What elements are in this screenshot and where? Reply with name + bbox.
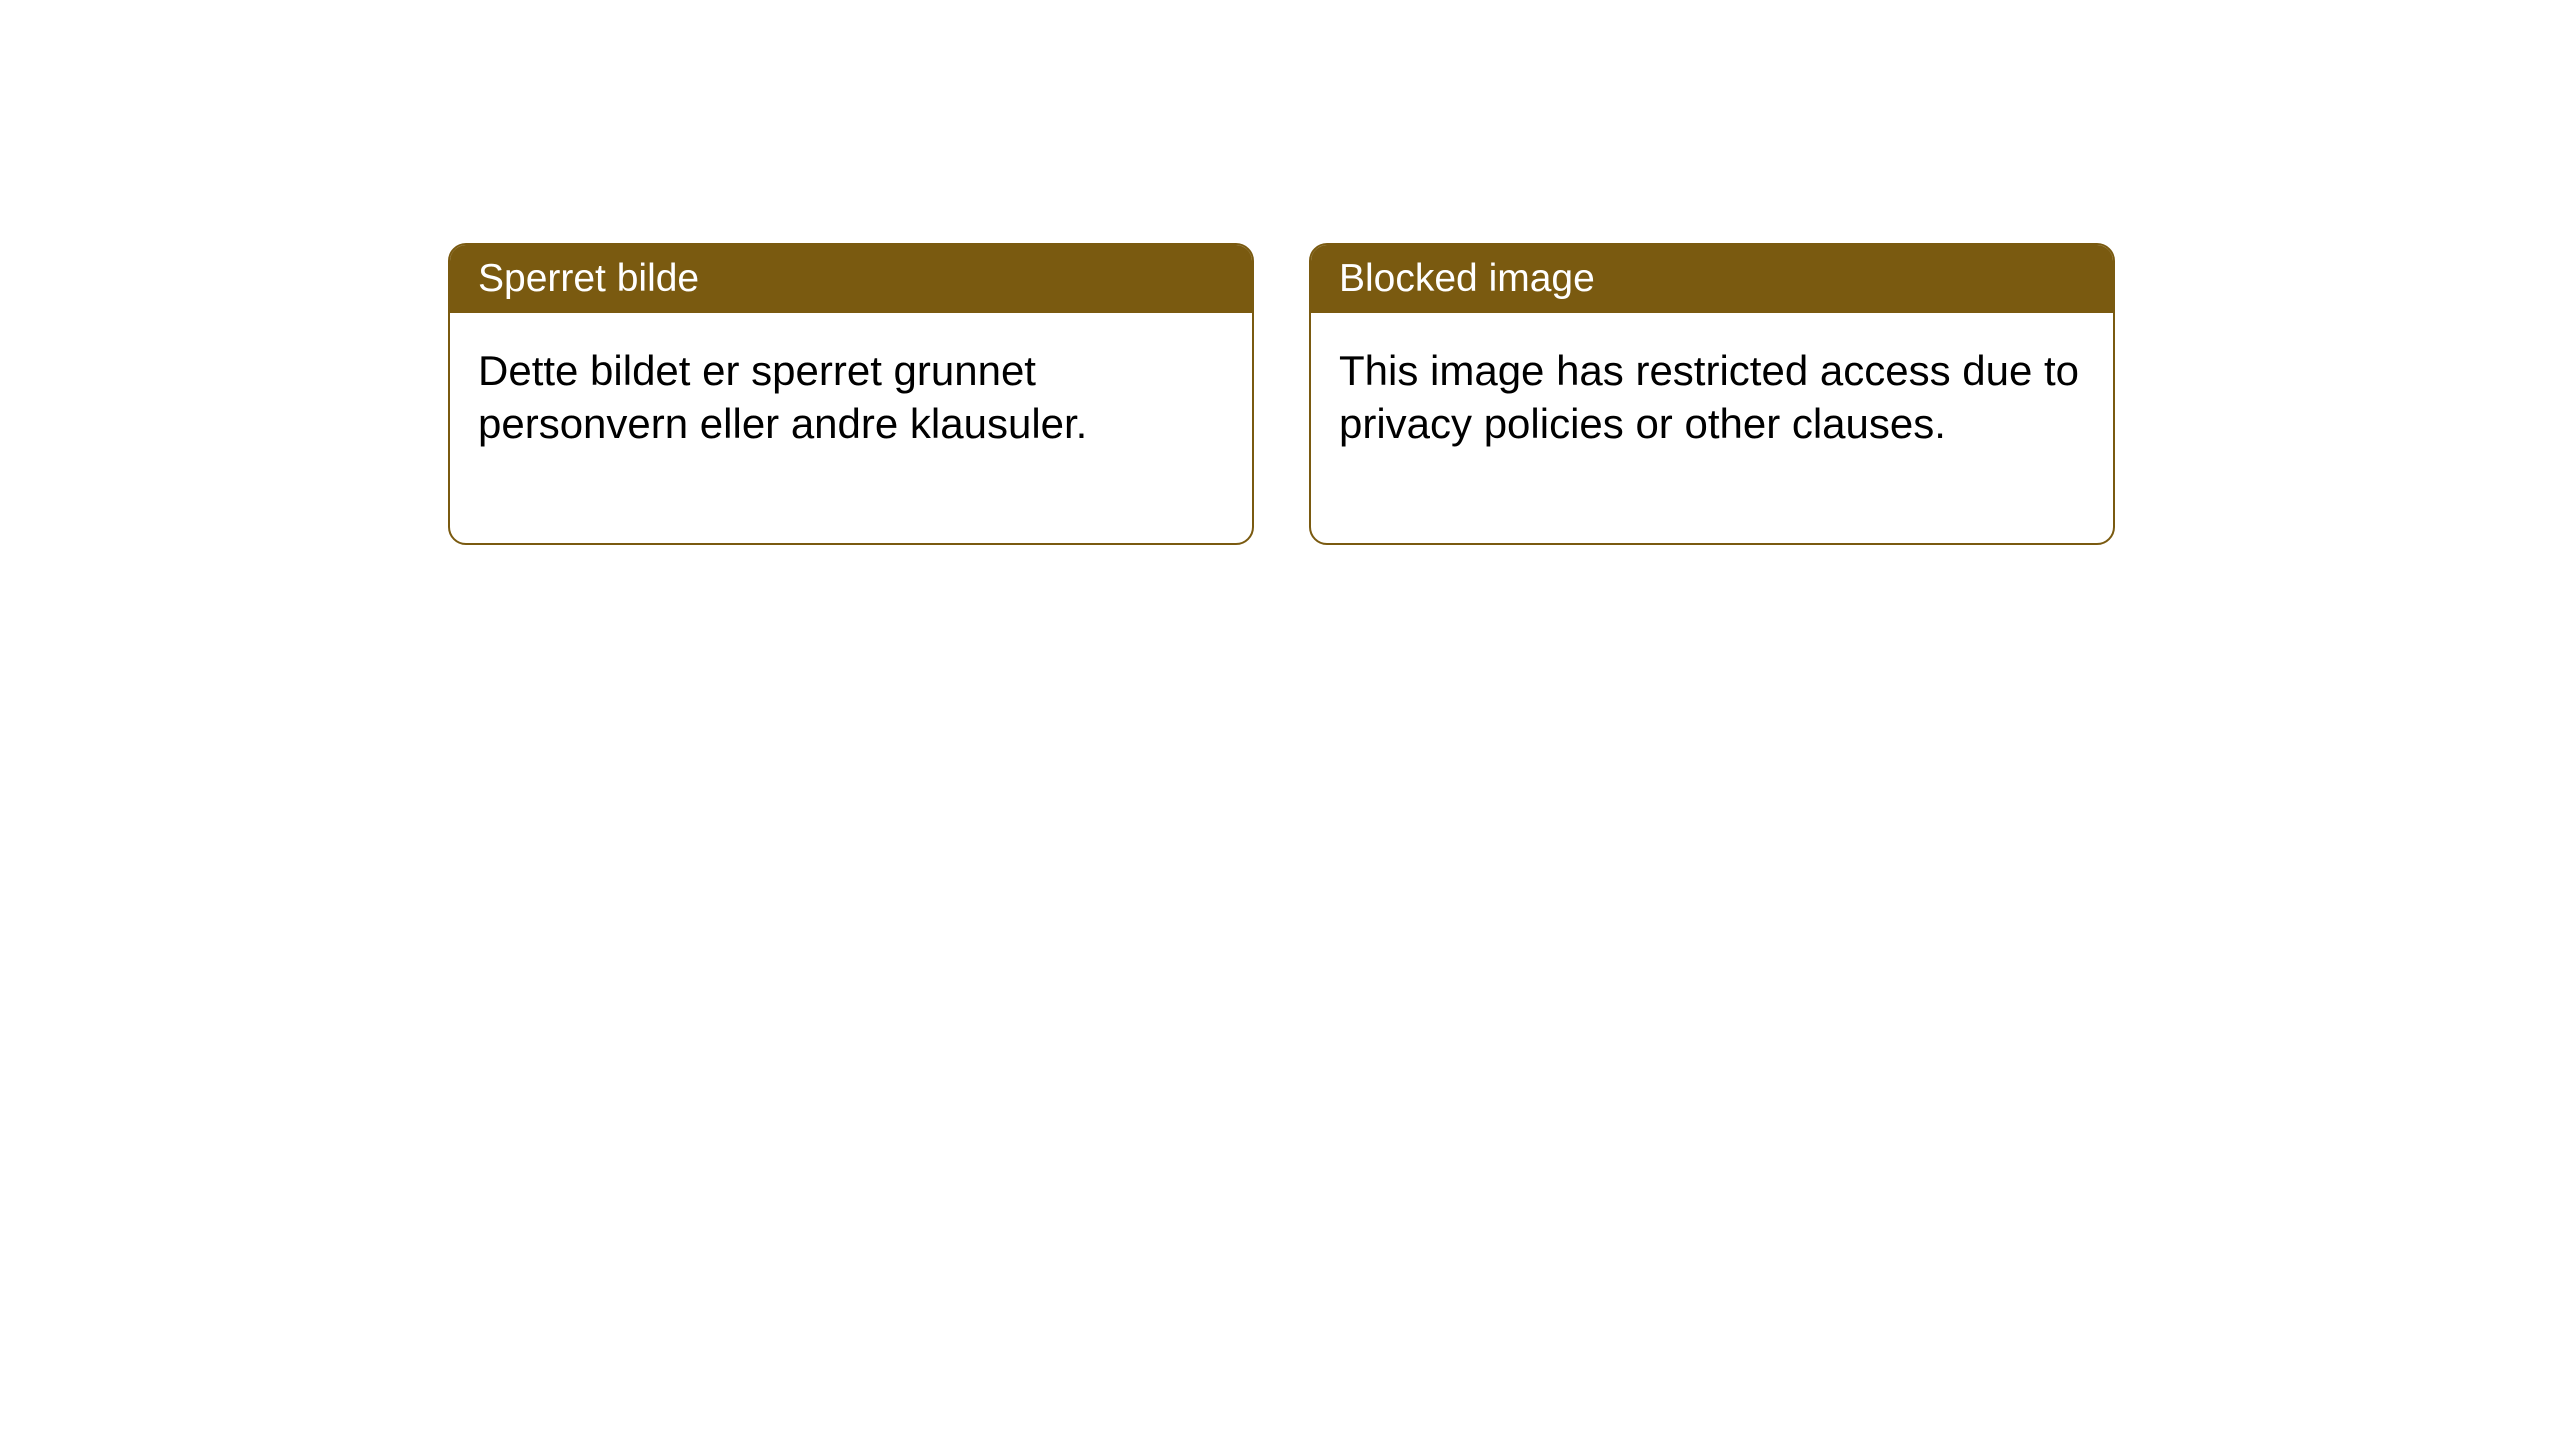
notice-card-english: Blocked image This image has restricted …	[1309, 243, 2115, 545]
notice-card-norwegian: Sperret bilde Dette bildet er sperret gr…	[448, 243, 1254, 545]
notice-message: Dette bildet er sperret grunnet personve…	[478, 347, 1087, 447]
notice-title: Sperret bilde	[478, 257, 699, 300]
notice-header-norwegian: Sperret bilde	[450, 245, 1252, 313]
notice-body-english: This image has restricted access due to …	[1311, 313, 2113, 543]
notice-message: This image has restricted access due to …	[1339, 347, 2079, 447]
notice-title: Blocked image	[1339, 257, 1595, 300]
notice-header-english: Blocked image	[1311, 245, 2113, 313]
notice-container: Sperret bilde Dette bildet er sperret gr…	[448, 243, 2115, 545]
notice-body-norwegian: Dette bildet er sperret grunnet personve…	[450, 313, 1252, 543]
